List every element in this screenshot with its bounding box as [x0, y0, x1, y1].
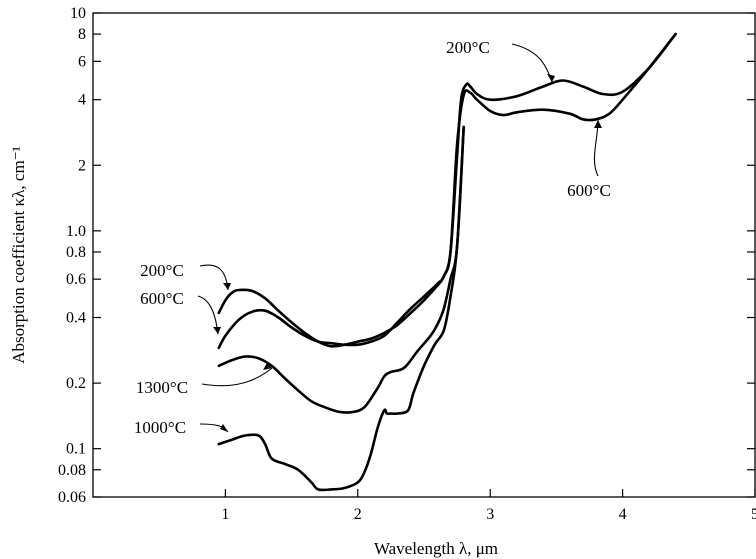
- series-line-1300c: [217, 125, 465, 414]
- arrowhead-icon: [223, 283, 231, 290]
- annotation-label: 600°C: [567, 181, 611, 200]
- annotation-label: 1300°C: [136, 378, 188, 397]
- x-tick-label: 4: [619, 506, 627, 523]
- arrowhead-icon: [594, 120, 602, 128]
- x-axis-title: Wavelength λ, μm: [374, 539, 498, 558]
- arrowhead-icon: [213, 327, 221, 334]
- y-tick-label: 1.0: [66, 223, 86, 240]
- annotation-label: 600°C: [140, 289, 184, 308]
- x-tick-label: 2: [354, 506, 362, 523]
- x-tick-label: 3: [486, 506, 494, 523]
- y-tick-label: 0.2: [66, 375, 86, 392]
- y-tick-label: 0.8: [66, 244, 86, 261]
- x-tick-label: 1: [221, 506, 229, 523]
- annotation-leader: [511, 43, 553, 83]
- series-line-1000c: [217, 125, 465, 492]
- annotation-leader: [201, 367, 273, 387]
- axis-ticks: 1 2 3 4 5 0.06 0.08 0.1 0.2 0.4 0.6 0.8 1.0 2 4 6 8 10: [58, 5, 756, 523]
- series-line-600c: [217, 32, 677, 350]
- plot-frame: [92, 12, 756, 498]
- y-axis-title: Absorption coefficient κλ, cm⁻¹: [9, 146, 28, 364]
- y-tick-label: 4: [78, 92, 86, 109]
- annotation-leaders: [197, 43, 602, 433]
- y-tick-label: 10: [70, 5, 86, 22]
- annotation-leader: [199, 264, 229, 291]
- y-tick-label: 8: [78, 26, 86, 43]
- y-tick-label: 0.6: [66, 271, 86, 288]
- series-curves: [217, 32, 677, 492]
- y-tick-label: 0.4: [66, 310, 86, 327]
- arrowhead-icon: [263, 363, 272, 370]
- series-line-200c: [217, 32, 677, 348]
- y-tick-label: 0.06: [58, 489, 86, 506]
- arrowhead-icon: [547, 74, 555, 82]
- annotation-leader: [593, 119, 599, 177]
- y-tick-label: 0.08: [58, 462, 86, 479]
- annotation-label: 200°C: [446, 38, 490, 57]
- x-tick-label: 5: [751, 506, 756, 523]
- annotation-label: 1000°C: [134, 418, 186, 437]
- arrowhead-icon: [220, 424, 228, 432]
- annotation-label: 200°C: [140, 261, 184, 280]
- y-tick-label: 6: [78, 53, 86, 70]
- y-tick-label: 2: [78, 157, 86, 174]
- y-tick-label: 0.1: [66, 441, 86, 458]
